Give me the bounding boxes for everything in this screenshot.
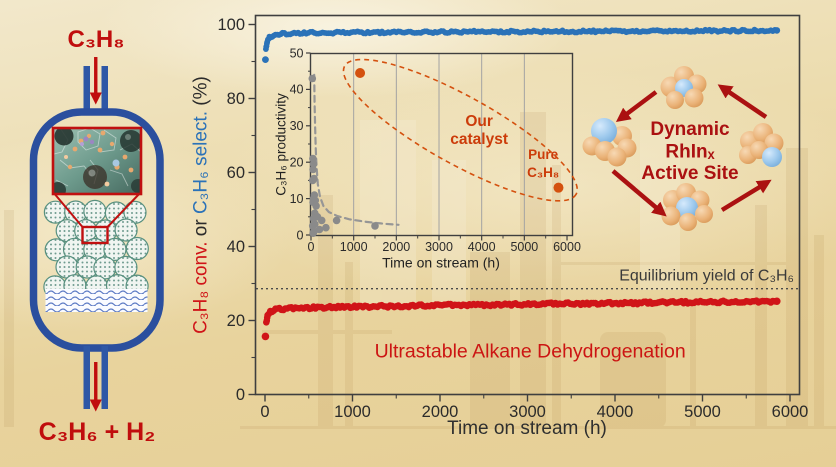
cycle-arrow-top-right-icon bbox=[717, 84, 768, 119]
svg-text:0: 0 bbox=[308, 240, 315, 254]
svg-text:40: 40 bbox=[290, 83, 304, 97]
pure-c3h8-label: Pure C₃H₈ bbox=[527, 147, 559, 180]
rhin-cluster-bottom bbox=[661, 183, 713, 231]
svg-text:RhInₓ: RhInₓ bbox=[665, 142, 714, 163]
svg-text:10: 10 bbox=[290, 192, 304, 206]
start-point bbox=[261, 332, 270, 341]
svg-text:Our: Our bbox=[465, 113, 493, 130]
metal-atoms bbox=[64, 130, 134, 187]
svg-text:50: 50 bbox=[290, 46, 304, 60]
svg-text:0: 0 bbox=[260, 403, 269, 421]
inset-plot: 0 1000 2000 3000 4000 5000 6000 0 10 20 30 40 50 Ourc… bbox=[274, 46, 581, 271]
cycle-arrow-bottom-right-icon bbox=[720, 179, 772, 212]
outlet-tube bbox=[83, 346, 108, 412]
svg-text:4000: 4000 bbox=[597, 403, 634, 421]
active-site-label: Dynamic RhInₓ Active Site bbox=[641, 119, 738, 184]
annotation-ultrastable: Ultrastable Alkane Dehydrogenation bbox=[375, 341, 686, 363]
inset-y-axis-label: C₃H₆ productivity bbox=[274, 93, 289, 196]
svg-text:100: 100 bbox=[217, 16, 245, 34]
cycle-arrow-top-left-icon bbox=[615, 90, 658, 123]
previous-catalysts-points bbox=[308, 74, 379, 237]
support-layer bbox=[45, 289, 148, 312]
nanoparticles bbox=[53, 128, 141, 194]
inset-x-axis-label: Time on stream (h) bbox=[382, 255, 500, 271]
svg-text:Dynamic: Dynamic bbox=[650, 119, 730, 140]
svg-text:3000: 3000 bbox=[509, 403, 546, 421]
reactor-vessel bbox=[29, 108, 164, 352]
main-x-axis: 0 1000 2000 3000 4000 5000 6000 bbox=[260, 394, 809, 421]
main-x-axis-label: Time on stream (h) bbox=[447, 418, 607, 439]
svg-text:20: 20 bbox=[290, 156, 304, 170]
svg-text:6000: 6000 bbox=[772, 403, 809, 421]
selectivity-series bbox=[262, 26, 781, 64]
dopant-atoms bbox=[80, 136, 120, 167]
main-y-axis-label: C₃H₈ conv. or C₃H₆ select. (%) bbox=[191, 76, 212, 334]
rhin-cluster-right bbox=[739, 123, 784, 167]
start-point bbox=[262, 56, 269, 64]
cycle-arrow-bottom-left-icon bbox=[611, 169, 667, 217]
product-label: C₃H₆ + H₂ bbox=[39, 418, 156, 446]
svg-text:2000: 2000 bbox=[422, 403, 459, 421]
svg-text:60: 60 bbox=[227, 164, 245, 182]
rhin-cluster-top bbox=[660, 66, 707, 109]
svg-text:Pure: Pure bbox=[528, 147, 559, 162]
svg-text:2000: 2000 bbox=[382, 240, 410, 254]
svg-text:3000: 3000 bbox=[425, 240, 453, 254]
svg-text:20: 20 bbox=[227, 312, 245, 330]
svg-text:6000: 6000 bbox=[553, 240, 581, 254]
pure-c3h8-point bbox=[553, 182, 564, 193]
svg-text:5000: 5000 bbox=[510, 240, 538, 254]
svg-text:5000: 5000 bbox=[684, 403, 721, 421]
svg-text:catalyst: catalyst bbox=[450, 131, 508, 148]
svg-text:0: 0 bbox=[236, 386, 245, 404]
previous-catalysts-trend-curve bbox=[313, 73, 400, 226]
svg-text:4000: 4000 bbox=[468, 240, 496, 254]
equilibrium-label: Equilibrium yield of C₃H₆ bbox=[619, 268, 794, 285]
cycle-arrows bbox=[611, 84, 772, 217]
svg-text:40: 40 bbox=[227, 238, 245, 256]
feed-label: C₃H₈ bbox=[68, 26, 125, 53]
our-catalyst-point bbox=[355, 68, 366, 79]
rhin-cluster-left bbox=[582, 118, 637, 167]
main-y-axis: 0 20 40 60 80 100 bbox=[217, 16, 256, 404]
highlight-ellipse bbox=[342, 58, 579, 202]
svg-text:C₃H₈: C₃H₈ bbox=[527, 165, 559, 180]
callout-box bbox=[81, 225, 109, 245]
conversion-series bbox=[261, 297, 781, 341]
svg-text:80: 80 bbox=[227, 90, 245, 108]
svg-text:30: 30 bbox=[290, 119, 304, 133]
micrograph-inset bbox=[51, 126, 143, 196]
svg-text:0: 0 bbox=[297, 228, 304, 242]
zoom-callout bbox=[52, 191, 142, 245]
svg-text:Active Site: Active Site bbox=[641, 163, 738, 184]
svg-text:1000: 1000 bbox=[340, 240, 368, 254]
inlet-tube bbox=[83, 57, 108, 114]
svg-text:1000: 1000 bbox=[334, 403, 371, 421]
